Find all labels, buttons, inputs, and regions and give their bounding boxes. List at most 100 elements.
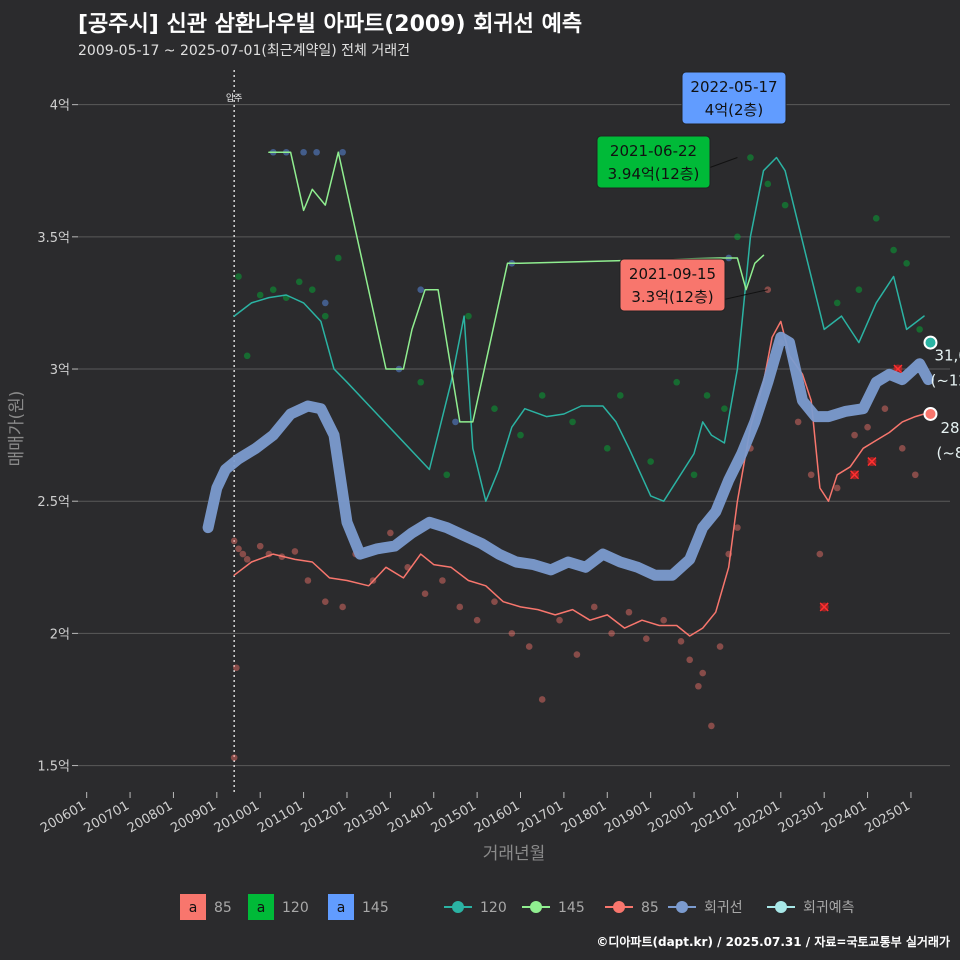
scatter-point-s120: [872, 215, 880, 222]
legend-box-label: 120: [282, 900, 309, 916]
scatter-point-s85: [538, 696, 546, 703]
legend-line-label: 회귀예측: [803, 900, 855, 916]
scatter-point-s85: [864, 423, 871, 431]
legend-line-dot: [613, 901, 625, 913]
scatter-point-s85: [387, 529, 394, 537]
scatter-point-s120: [647, 458, 654, 465]
scatter-point-s120: [517, 431, 524, 439]
x-tick-label: 201401: [385, 798, 435, 836]
endpoint-area: (~85㎡): [936, 444, 960, 462]
scatter-point-s120: [269, 286, 277, 294]
endpoint-marker: [923, 406, 938, 421]
scatter-point-s145: [339, 148, 346, 156]
legend-line-label: 145: [558, 900, 585, 916]
scatter-point-s120: [673, 378, 680, 386]
scatter-point-s120: [321, 312, 329, 320]
scatter-point-s120: [308, 286, 316, 294]
scatter-point-s120: [833, 299, 841, 307]
y-tick-label: 2억: [50, 627, 70, 642]
scatter-point-s120: [764, 180, 772, 188]
scatter-point-s85: [898, 445, 906, 452]
chart-subtitle: 2009-05-17 ~ 2025-07-01(최근계약일) 전체 거래건: [78, 43, 410, 59]
scatter-point-s85: [590, 603, 598, 611]
scatter-point-s120: [417, 378, 425, 386]
x-tick-label: 201901: [602, 798, 652, 836]
y-tick-label: 2.5억: [37, 495, 70, 510]
scatter-point-s145: [321, 299, 329, 307]
series-line-s85: [233, 320, 925, 637]
legend-line-dot: [530, 901, 542, 913]
scatter-point-s85: [421, 590, 429, 598]
scatter-point-s85: [230, 754, 238, 761]
x-tick-label: 201701: [515, 798, 565, 836]
scatter-point-s85: [243, 556, 251, 563]
scatter-point-s120: [491, 405, 498, 412]
scatter-point-s85: [525, 643, 533, 650]
chart-title: [공주시] 신관 삼환나우빌 아파트(2009) 회귀선 예측: [78, 12, 583, 37]
x-tick-label: 200901: [168, 798, 218, 836]
callout-box: [596, 135, 711, 189]
scatter-point-s120: [235, 273, 242, 280]
scatter-point-s85: [291, 548, 299, 555]
scatter-point-s120: [781, 201, 789, 209]
endpoint-value: 28,250: [940, 419, 960, 437]
legend-line-label: 회귀선: [704, 900, 743, 916]
endpoint-marker: [923, 335, 938, 350]
scatter-point-s85: [660, 616, 667, 624]
scatter-point-s85: [239, 550, 247, 558]
scatter-point-s120: [443, 471, 451, 479]
callout-price: 4억(2층): [705, 101, 763, 119]
scatter-point-s85: [235, 545, 242, 553]
x-tick-label: 202101: [689, 798, 739, 836]
legend-box-letter: a: [189, 900, 198, 916]
scatter-point-s120: [916, 326, 923, 333]
scatter-point-s85: [695, 682, 702, 690]
series-line-regression: [202, 331, 934, 581]
callout-price: 3.94억(12층): [608, 165, 700, 183]
scatter-point-s85: [321, 598, 329, 605]
scatter-point-s85: [734, 524, 741, 531]
scatter-point-s120: [465, 312, 472, 320]
scatter-point-s120: [256, 291, 264, 299]
legend-box-label: 145: [362, 900, 389, 916]
scatter-point-s85: [686, 656, 694, 664]
scatter-point-s145: [300, 148, 307, 156]
y-tick-label: 3억: [50, 363, 70, 378]
x-tick-label: 201501: [429, 798, 479, 836]
scatter-point-s85: [625, 608, 633, 616]
x-tick-label: 202301: [776, 798, 826, 836]
scatter-point-s120: [721, 405, 728, 412]
x-tick-label: 201601: [472, 798, 522, 836]
scatter-point-s120: [334, 254, 342, 262]
cancelled-cross: [867, 457, 877, 467]
legend-box: [248, 894, 274, 920]
scatter-point-s85: [339, 603, 346, 611]
scatter-point-s85: [716, 643, 724, 650]
scatter-point-s85: [911, 471, 919, 479]
scatter-point-s85: [233, 664, 240, 672]
scatter-point-s120: [703, 392, 711, 399]
legend-box: [180, 894, 206, 920]
x-tick-label: 202201: [732, 798, 782, 836]
x-tick-label: 201801: [559, 798, 609, 836]
y-tick-label: 3.5억: [37, 231, 70, 246]
scatter-point-s120: [690, 471, 698, 479]
legend-line-dot: [775, 901, 787, 913]
scatter-point-s85: [794, 418, 802, 426]
scatter-point-s85: [573, 651, 581, 658]
legend-box-label: 85: [214, 900, 232, 916]
chart-footer: ©디아파트(dapt.kr) / 2025.07.31 / 자료=국토교통부 실…: [596, 935, 950, 949]
scatter-point-s120: [538, 392, 546, 399]
scatter-point-s145: [313, 148, 320, 156]
series-line-s145_line: [268, 151, 765, 423]
callout-date: 2021-09-15: [629, 265, 716, 283]
y-tick-label: 1.5억: [37, 760, 70, 775]
scatter-point-s85: [643, 635, 650, 642]
scatter-point-s120: [734, 233, 741, 241]
scatter-point-s120: [295, 278, 303, 286]
scatter-point-s85: [816, 550, 824, 558]
y-tick-label: 4억: [50, 99, 70, 114]
x-tick-label: 202001: [646, 798, 696, 836]
scatter-point-s120: [616, 392, 624, 399]
scatter-point-s120: [243, 352, 251, 360]
